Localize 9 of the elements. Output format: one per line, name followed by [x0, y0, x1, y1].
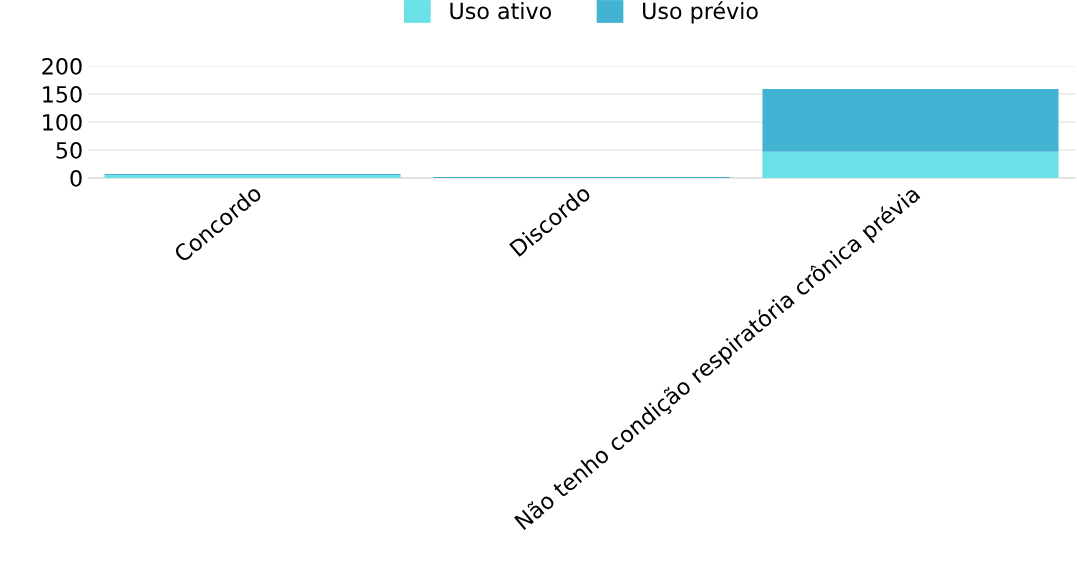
legend-label: Uso ativo — [450, 2, 552, 20]
legend-label: Uso prévio — [643, 1, 758, 24]
y-tick-label: 150 — [43, 85, 82, 103]
bar — [762, 88, 1059, 152]
bar — [762, 151, 1059, 178]
y-tick-label: 0 — [70, 169, 82, 187]
y-tick-label: 100 — [43, 113, 82, 131]
y-tick-label: 50 — [56, 141, 82, 159]
y-tick-label: 200 — [42, 57, 82, 75]
